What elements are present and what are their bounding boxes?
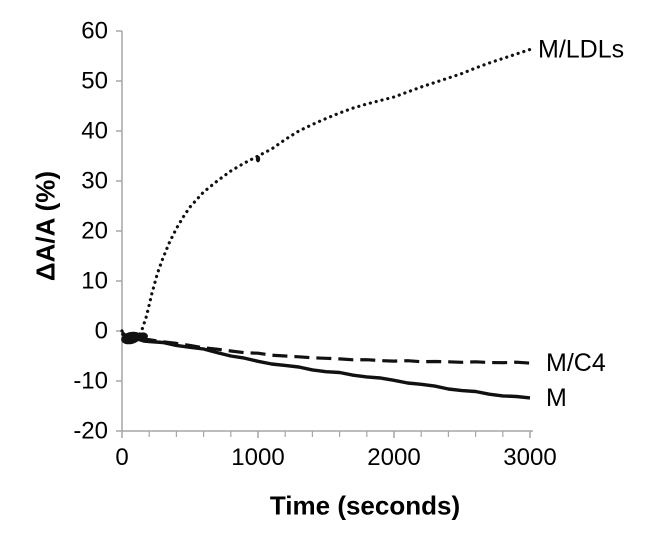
y-tick-label: 0 (95, 318, 108, 345)
y-tick-label: 10 (81, 268, 108, 295)
series-label-m-ldls: M/LDLs (538, 36, 624, 64)
x-tick-label: 0 (115, 444, 128, 471)
x-tick-label: 2000 (367, 444, 420, 471)
series-label-m: M (546, 384, 567, 412)
x-tick-label: 3000 (503, 444, 556, 471)
y-tick-label: 20 (81, 218, 108, 245)
y-tick-label: 50 (81, 68, 108, 95)
y-tick-label: -20 (73, 418, 108, 445)
y-tick-label: -10 (73, 368, 108, 395)
y-tick-label: 40 (81, 118, 108, 145)
series-line-m (120, 332, 531, 400)
y-axis-title: ΔA/A (%) (30, 170, 61, 282)
series-label-m-c4: M/C4 (546, 349, 606, 377)
y-tick-label: 30 (81, 168, 108, 195)
y-tick-label: 60 (81, 18, 108, 45)
series-line-m-ldls (120, 47, 532, 342)
x-axis-title: Time (seconds) (269, 490, 461, 521)
x-tick-label: 1000 (231, 444, 284, 471)
